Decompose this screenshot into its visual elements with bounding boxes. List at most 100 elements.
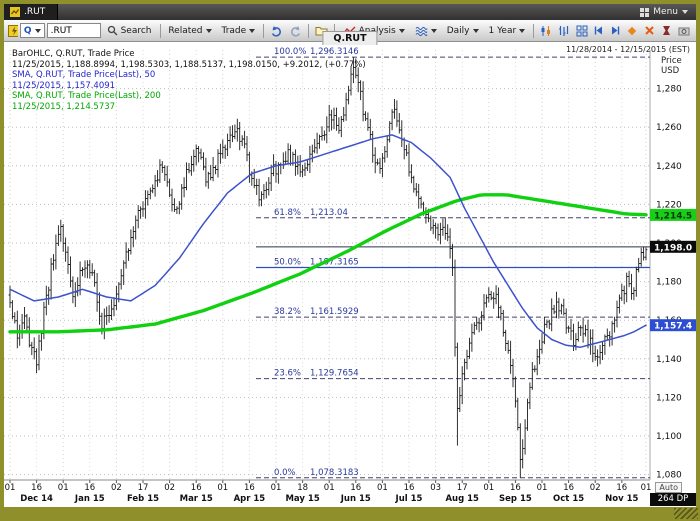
fib-pct-label: 0.0%: [274, 468, 296, 478]
separator: [159, 23, 161, 38]
month-label: Dec 14: [20, 494, 53, 504]
sma200-callout-label: 1,214.5: [654, 211, 692, 221]
marker-button[interactable]: [624, 23, 640, 39]
chart-legend: BarOHLC, Q.RUT, Trade Price 11/25/2015, 1…: [12, 49, 366, 112]
arrow-right-icon: [612, 26, 620, 35]
chevron-down-icon: [430, 28, 437, 33]
month-label: Jan 15: [74, 494, 105, 504]
search-label: Search: [120, 25, 152, 36]
legend-line[interactable]: SMA, Q.RUT, Trade Price(Last), 200: [12, 91, 161, 101]
x-tick-label: 01: [641, 483, 652, 493]
interval-dropdown[interactable]: Daily: [443, 24, 483, 38]
chart-tab-icon: [10, 7, 20, 17]
x-tick-label: 18: [297, 483, 308, 493]
price-axis-title: Price USD: [661, 56, 682, 76]
symbol-type-label: Q: [23, 25, 32, 36]
month-label: Feb 15: [127, 494, 159, 504]
chart-plot[interactable]: 1,2801,2601,2401,2201,2001,1801,1601,140…: [4, 42, 696, 507]
undo-button[interactable]: [268, 23, 285, 39]
window-tab[interactable]: .RUT: [4, 4, 59, 20]
legend-line[interactable]: 11/25/2015, 1,188.8994, 1,198.5303, 1,18…: [12, 59, 366, 70]
app-icon: [8, 24, 18, 37]
fib-value-label: 1,161.5929: [310, 307, 359, 317]
legend-line[interactable]: 11/25/2015, 1,214.5737: [12, 101, 116, 112]
legend-line[interactable]: SMA, Q.RUT, Trade Price(Last), 50: [12, 70, 156, 80]
sma50-line: [9, 134, 647, 348]
resize-grip[interactable]: [674, 508, 698, 519]
fib-pct-label: 100.0%: [274, 47, 306, 57]
menu-button[interactable]: Menu: [640, 7, 696, 17]
x-tick-label: 02: [111, 483, 122, 493]
chart-area: 1,2801,2601,2401,2201,2001,1801,1601,140…: [4, 42, 696, 507]
legend-line[interactable]: 11/25/2015, 1,157.4091: [12, 80, 116, 91]
snapshot-button[interactable]: [676, 24, 692, 38]
related-label: Related: [168, 25, 203, 36]
analysis-label: Analysis: [359, 26, 396, 36]
x-tick-label: 16: [404, 483, 415, 493]
menu-label: Menu: [653, 7, 678, 17]
legend-line[interactable]: BarOHLC, Q.RUT, Trade Price: [12, 49, 135, 59]
window-tab-label: .RUT: [24, 7, 46, 17]
redo-button[interactable]: [287, 23, 304, 39]
x-tick-label: 16: [563, 483, 574, 493]
month-label: Mar 15: [180, 494, 213, 504]
chevron-down-icon: [682, 10, 688, 14]
interval-label: Daily: [446, 25, 470, 36]
chevron-down-icon: [205, 28, 212, 33]
x-tick-label: 02: [164, 483, 175, 493]
related-dropdown[interactable]: Related: [164, 24, 215, 38]
symbol-type-dropdown[interactable]: Q: [19, 23, 45, 38]
fib-value-label: 1,078.3183: [310, 468, 359, 478]
grid-style-icon: [576, 25, 588, 36]
range-label: 1 Year: [488, 25, 517, 36]
scroll-left-button[interactable]: [592, 23, 606, 38]
range-dropdown[interactable]: 1 Year: [485, 24, 530, 38]
ohlc-style-button[interactable]: [556, 23, 572, 39]
x-tick-label: 01: [5, 483, 16, 493]
remove-button[interactable]: [642, 23, 657, 38]
fib-pct-label: 50.0%: [274, 258, 301, 268]
price-tick-label: 1,260: [656, 123, 682, 133]
fib-value-label: 1,129.7654: [310, 369, 359, 379]
sma200-callout: [650, 208, 696, 221]
grid-style-button[interactable]: [574, 23, 590, 39]
fib-pct-label: 61.8%: [274, 208, 301, 218]
auto-scale-button[interactable]: Auto: [655, 482, 682, 493]
fib-value-label: 1,213.04: [310, 208, 348, 218]
candlestick-style-button[interactable]: [538, 23, 554, 39]
arrow-left-icon: [594, 26, 602, 35]
x-tick-label: 16: [84, 483, 95, 493]
scroll-right-button[interactable]: [608, 23, 622, 38]
month-label: May 15: [285, 494, 319, 504]
candlestick-style-icon: [541, 25, 550, 36]
x-tick-label: 01: [58, 483, 69, 493]
chevron-down-icon: [519, 28, 526, 33]
separator: [533, 23, 534, 38]
x-tick-label: 16: [244, 483, 255, 493]
redo-icon: [291, 25, 301, 37]
x-tick-label: 16: [31, 483, 42, 493]
price-tick-label: 1,120: [656, 393, 682, 403]
month-label: Jun 15: [340, 494, 371, 504]
x-tick-label: 16: [350, 483, 361, 493]
x-tick-label: 16: [510, 483, 521, 493]
trade-dropdown[interactable]: Trade: [218, 24, 260, 38]
x-tick-label: 16: [616, 483, 627, 493]
data-points-badge: 264 DP: [650, 493, 696, 506]
styles-dropdown[interactable]: [411, 24, 441, 38]
last-price-callout-label: 1,198.0: [654, 243, 692, 253]
search-button[interactable]: Search: [103, 23, 156, 38]
symbol-input[interactable]: [46, 23, 101, 38]
x-tick-label: 03: [430, 483, 441, 493]
separator: [263, 23, 264, 38]
month-label: Sep 15: [499, 494, 532, 504]
price-tick-label: 1,080: [656, 471, 682, 481]
chevron-down-icon: [34, 28, 41, 33]
x-tick-label: 02: [590, 483, 601, 493]
chart-window-tab[interactable]: Q.RUT: [322, 31, 378, 45]
snapshot-icon: [678, 27, 690, 35]
x-tick-label: 16: [191, 483, 202, 493]
separator: [333, 23, 335, 38]
history-button[interactable]: [659, 23, 674, 38]
x-tick-label: 17: [138, 483, 149, 493]
